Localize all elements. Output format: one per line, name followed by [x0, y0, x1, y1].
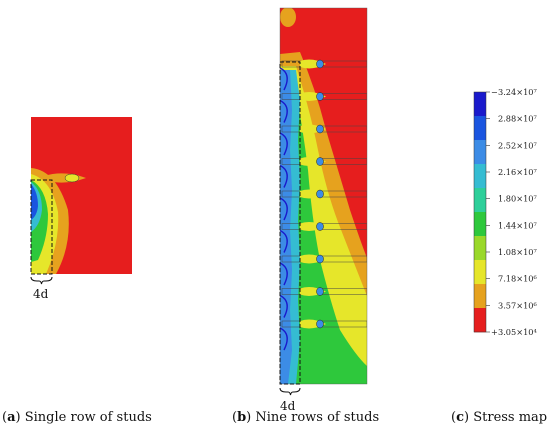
stud-stress-arc-1	[280, 99, 288, 123]
stud-head-5	[316, 222, 324, 231]
stud-head-1	[316, 92, 324, 101]
stud-head-7	[316, 287, 324, 296]
legend-band-3	[474, 164, 486, 189]
stud-stress-arc-5	[280, 229, 288, 253]
legend-tick-label-7: 7.18×10⁶	[498, 274, 538, 284]
panel-b-stud-rows	[280, 59, 367, 351]
stud-row-line-3	[281, 158, 367, 165]
legend-band-4	[474, 188, 486, 213]
stud-head-4	[316, 189, 324, 199]
legend-bar-outline	[473, 91, 487, 333]
legend-band-7	[474, 260, 486, 285]
legend-tick-label-6: 1.08×10⁷	[498, 247, 538, 257]
panel-a-dimension-label: 4d	[33, 287, 49, 301]
legend-band-6	[474, 236, 486, 261]
stud-row-line-6	[281, 255, 367, 263]
stud-head-0	[316, 59, 324, 69]
stud-stress-arc-8	[280, 327, 288, 351]
stud-stress-arc-0	[280, 67, 288, 91]
caption-b: (b) Nine rows of studs	[232, 410, 380, 425]
panel-b-dimension-label: 4d	[280, 399, 296, 413]
stud-stress-arc-7	[280, 294, 288, 318]
panel-b-brace	[279, 387, 301, 396]
panel-b-region-box	[279, 61, 301, 385]
legend-tick-label-1: 2.88×10⁷	[498, 114, 538, 124]
stud-stress-arc-4	[280, 197, 288, 221]
panel-a-brace	[30, 276, 53, 285]
legend-band-9	[474, 308, 486, 333]
stud-row-line-1	[281, 93, 367, 100]
legend-tick-label-5: 1.44×10⁷	[498, 220, 538, 230]
legend-tick-label-3: 2.16×10⁷	[498, 167, 538, 177]
stud-row-line-7	[281, 288, 367, 295]
panel-b-green-zone	[280, 72, 367, 384]
stud-stress-arc-2	[280, 132, 288, 156]
stud-head-3	[316, 157, 324, 166]
stud-row-line-5	[281, 223, 367, 230]
stress-map-legend: −3.24×10⁷ 2.88×10⁷ 2.52×10⁷ 2.16×10⁷ 1.80×10…	[473, 87, 538, 337]
legend-color-bar	[474, 92, 486, 333]
legend-tick-label-4: 1.80×10⁷	[498, 194, 538, 204]
legend-band-8	[474, 284, 486, 309]
legend-band-5	[474, 212, 486, 237]
stud-row-line-8	[281, 320, 367, 328]
stud-stress-arc-6	[280, 262, 288, 286]
legend-tick-sign-0: −	[491, 87, 498, 97]
legend-band-0	[474, 92, 486, 117]
legend-tick-label-8: 3.57×10⁶	[498, 300, 538, 310]
panel-b-top-bubble	[280, 8, 296, 27]
panel-b-blue-zone	[280, 70, 292, 384]
caption-a: (a) Single row of studs	[2, 410, 152, 425]
stud-row-line-4	[281, 190, 367, 198]
stud-head-6	[316, 254, 324, 264]
panel-a-stud-head	[64, 173, 80, 183]
stud-row-line-0	[281, 60, 367, 68]
panel-a-region-box	[30, 179, 53, 275]
caption-c: (c) Stress map	[451, 410, 548, 425]
legend-tick-sign-9: +	[491, 327, 498, 337]
legend-ticks: −3.24×10⁷ 2.88×10⁷ 2.52×10⁷ 2.16×10⁷ 1.80×10…	[486, 87, 538, 337]
stud-row-line-2	[281, 125, 367, 133]
panel-b-contour: 4d	[279, 7, 368, 413]
panel-a-blue-zone	[31, 184, 38, 220]
legend-tick-label-9: 3.05×10⁴	[498, 327, 538, 337]
legend-tick-label-2: 2.52×10⁷	[498, 140, 538, 150]
legend-band-2	[474, 140, 486, 165]
stud-stress-arc-3	[280, 164, 288, 188]
stud-head-2	[316, 124, 324, 134]
stud-head-8	[316, 319, 324, 329]
legend-tick-label-0: 3.24×10⁷	[498, 87, 538, 97]
legend-band-1	[474, 116, 486, 141]
panel-a-contour: 4d	[30, 117, 132, 301]
